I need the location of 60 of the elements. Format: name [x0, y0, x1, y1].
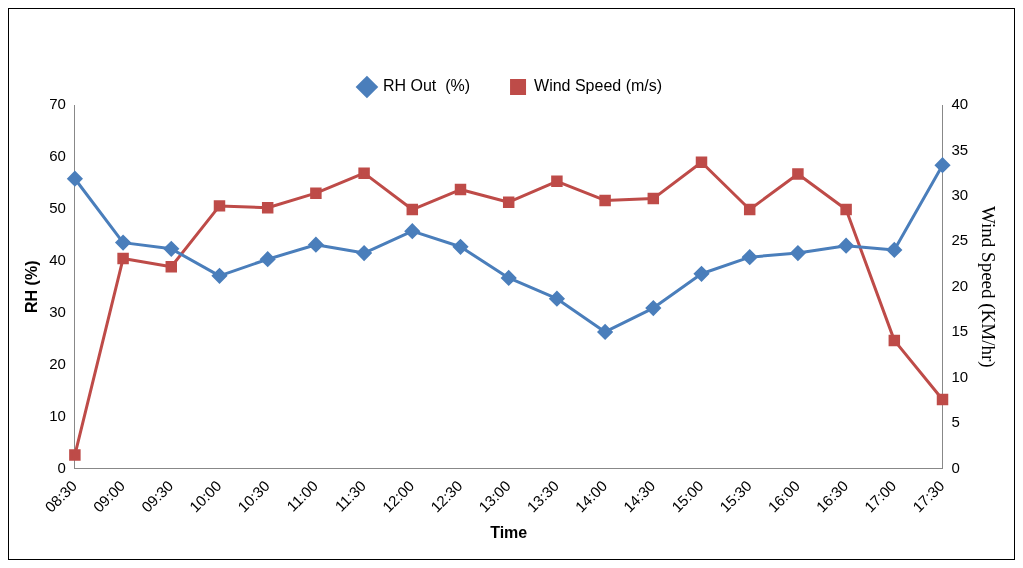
y2-tick-label: 30: [951, 186, 969, 204]
point: [935, 157, 951, 173]
point: [165, 261, 178, 273]
point: [790, 245, 806, 261]
point: [67, 171, 83, 187]
point: [502, 196, 515, 208]
y2-tick-label: 10: [951, 367, 969, 385]
y-tick-label: 30: [49, 302, 66, 320]
y-axis-title: RH (%): [23, 260, 41, 313]
point: [211, 268, 227, 284]
point: [261, 201, 274, 214]
y2-tick-label: 15: [951, 322, 969, 340]
legend-label: RH Out (%): [382, 77, 471, 95]
point: [453, 239, 468, 255]
point: [597, 324, 613, 340]
point: [358, 167, 370, 179]
point: [936, 393, 949, 406]
point: [647, 192, 660, 205]
point: [454, 183, 467, 196]
point: [356, 245, 372, 261]
point: [308, 237, 324, 253]
point: [310, 187, 322, 199]
point: [599, 194, 611, 207]
point: [840, 203, 852, 216]
point: [69, 449, 81, 461]
point: [117, 252, 129, 265]
point: [886, 242, 902, 258]
y2-tick-label: 0: [951, 458, 960, 476]
y-tick-label: 0: [57, 458, 66, 476]
y-tick-label: 50: [49, 199, 66, 217]
point: [645, 300, 661, 316]
point: [551, 175, 563, 188]
point: [792, 168, 804, 180]
point: [115, 235, 131, 251]
point: [260, 251, 276, 267]
x-axis-title: Time: [490, 523, 528, 541]
point: [406, 203, 419, 216]
y-tick-label: 70: [49, 95, 66, 113]
y-tick-label: 10: [49, 406, 66, 424]
y2-tick-label: 35: [951, 140, 969, 158]
point: [163, 241, 179, 257]
y2-tick-label: 25: [951, 231, 969, 249]
point: [742, 249, 758, 265]
point: [888, 334, 901, 347]
y2-tick-label: 20: [951, 276, 969, 294]
point: [694, 266, 710, 282]
point: [695, 156, 708, 168]
point: [501, 270, 517, 286]
point: [549, 291, 565, 307]
point: [404, 223, 420, 239]
point: [213, 200, 226, 212]
y-tick-label: 40: [49, 250, 66, 268]
legend-label: Wind Speed (m/s): [534, 77, 663, 95]
y-tick-label: 20: [49, 354, 66, 372]
y2-tick-label: 5: [951, 413, 960, 431]
y2-axis-title: Wind Speed (KM/hr): [976, 205, 999, 368]
point: [838, 238, 854, 254]
point: [743, 203, 756, 216]
y-tick-label: 60: [49, 147, 66, 165]
y2-tick-label: 40: [951, 95, 969, 113]
